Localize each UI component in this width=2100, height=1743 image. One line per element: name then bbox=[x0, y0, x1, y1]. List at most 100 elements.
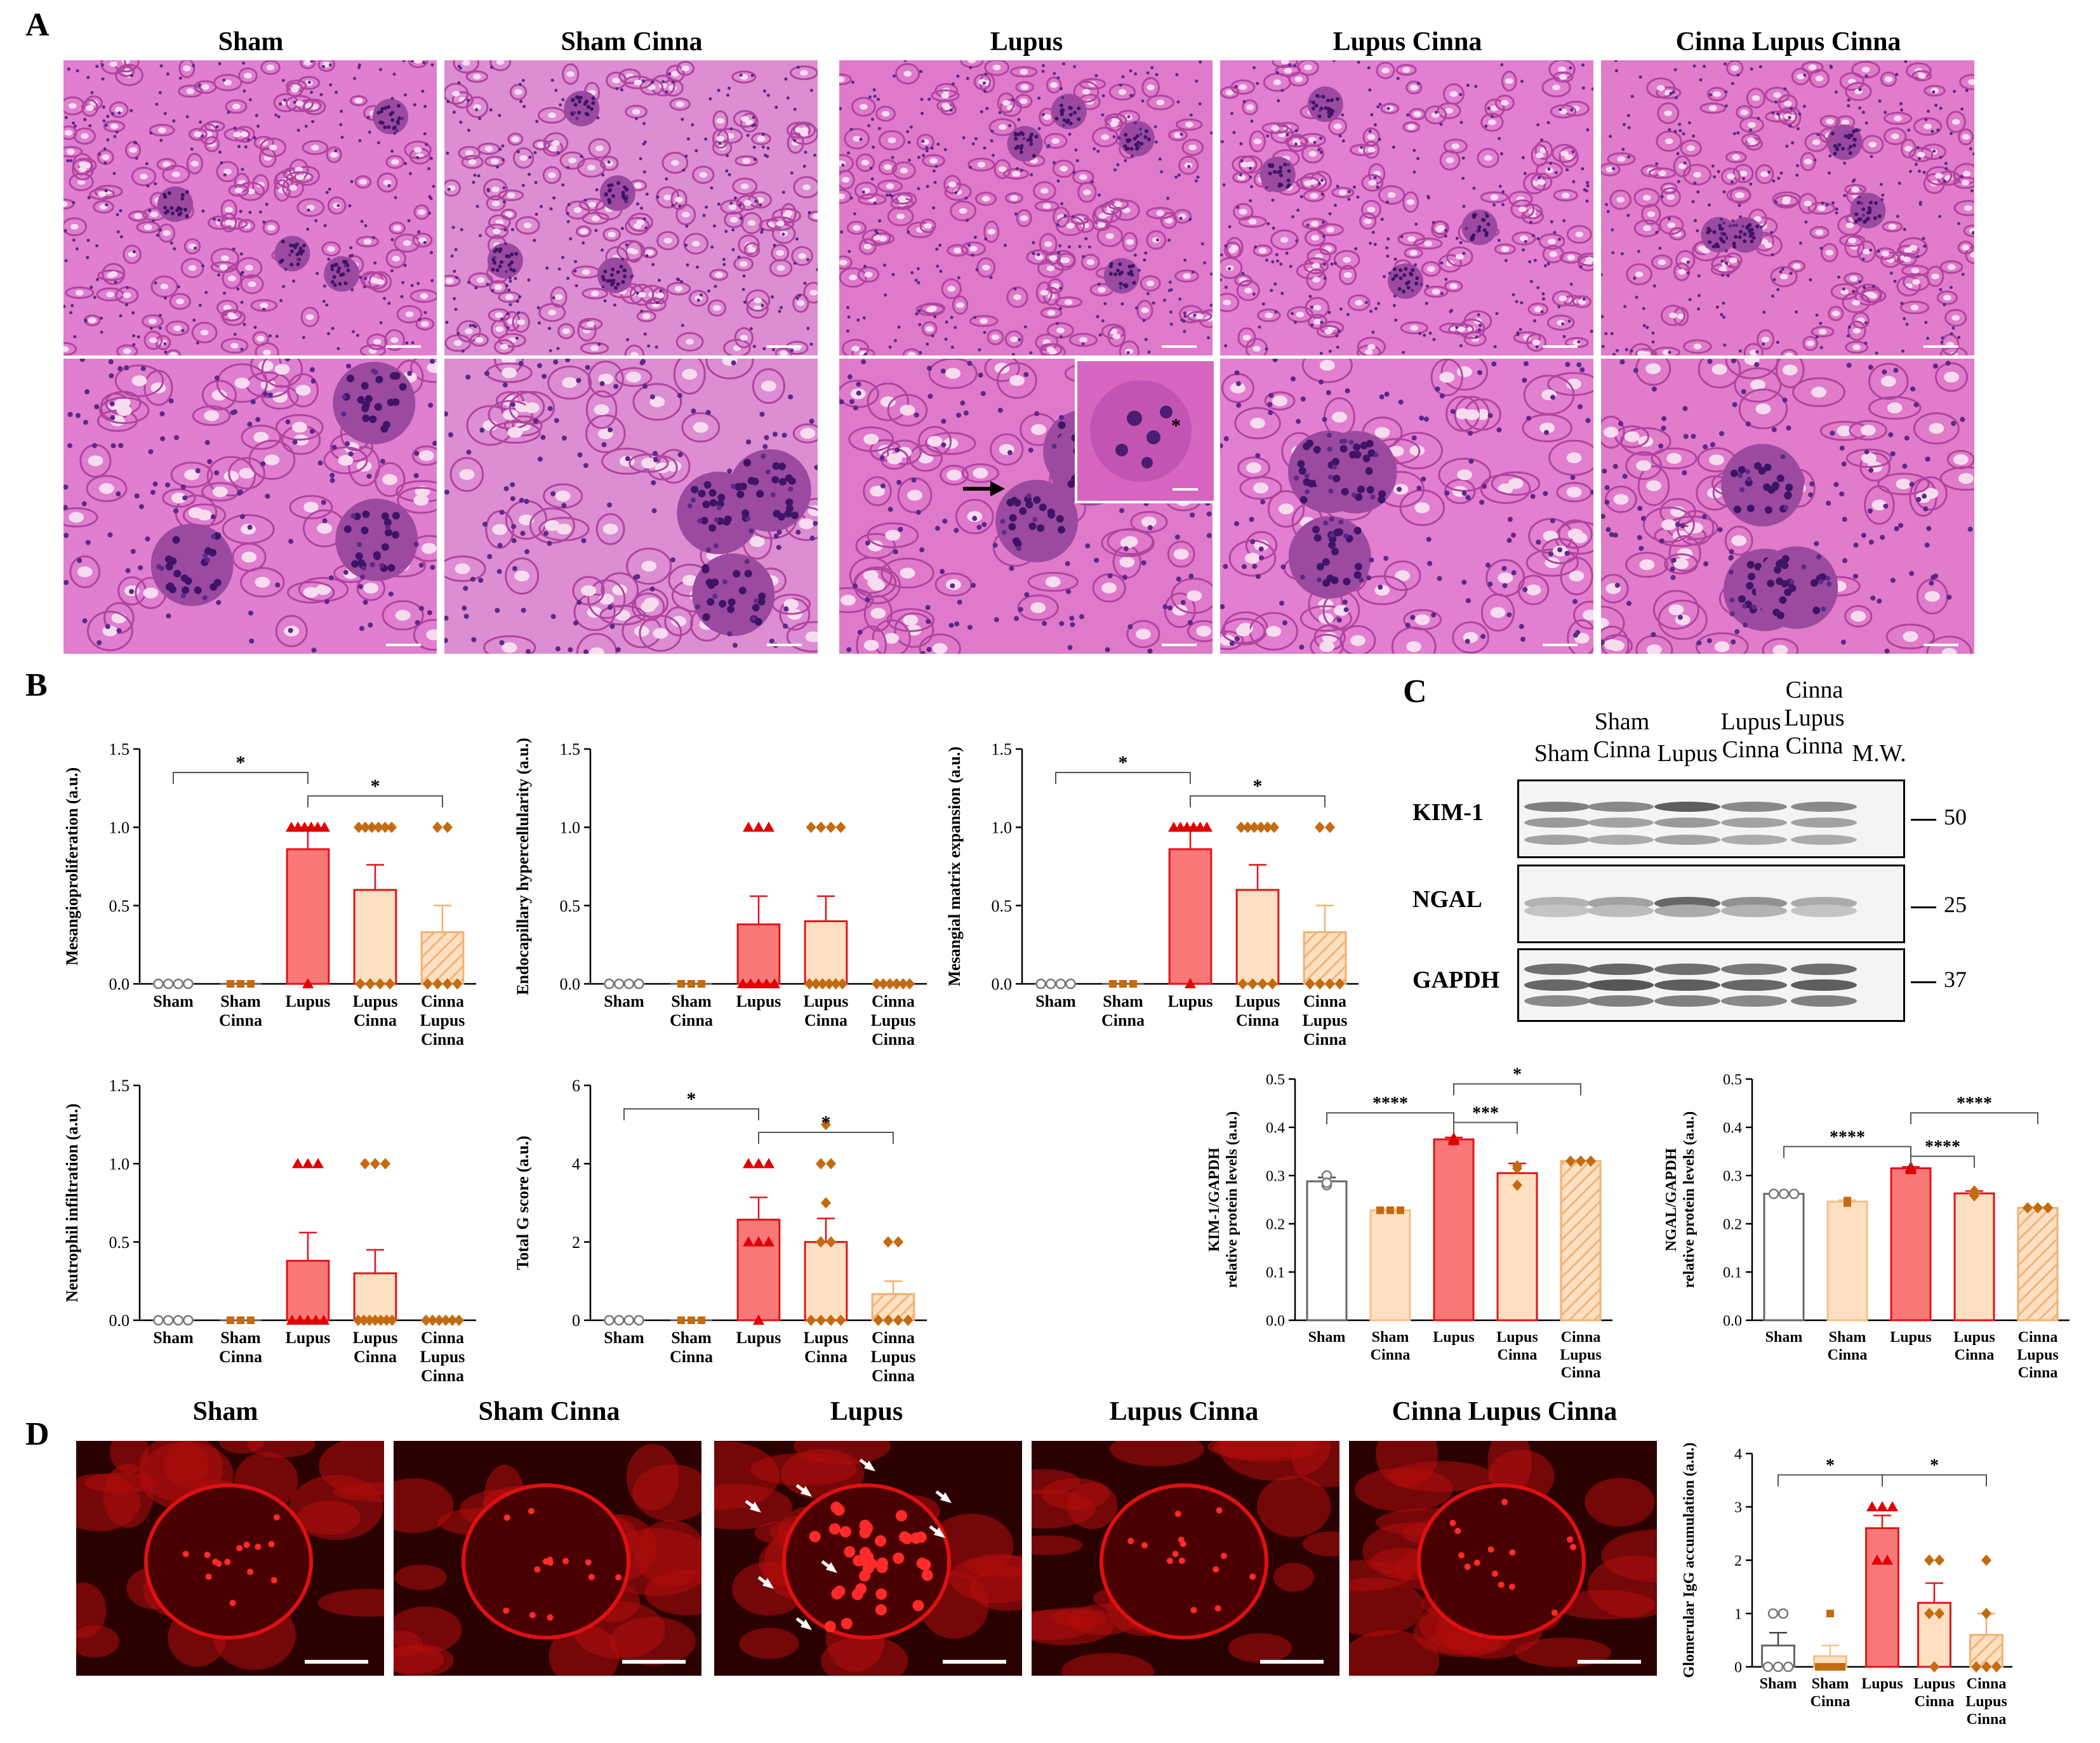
y-tick-label: 1.0 bbox=[992, 818, 1013, 837]
data-point bbox=[883, 1236, 893, 1248]
he-tile bbox=[63, 60, 437, 355]
x-tick-label: Lupus bbox=[1496, 1329, 1538, 1346]
y-tick-label: 0.1 bbox=[1723, 1264, 1742, 1281]
x-tick-label: Lupus bbox=[1861, 1676, 1903, 1692]
data-point bbox=[227, 1316, 234, 1324]
y-axis-label: Neutrophil infiltration (a.u.) bbox=[63, 1104, 81, 1302]
data-point bbox=[816, 1236, 826, 1248]
data-point bbox=[375, 1315, 386, 1326]
data-point bbox=[294, 1315, 306, 1325]
data-point bbox=[163, 1315, 174, 1326]
data-point bbox=[247, 1316, 255, 1324]
data-point bbox=[806, 821, 816, 833]
blot-band bbox=[1791, 835, 1857, 845]
data-point bbox=[1065, 978, 1076, 990]
data-point bbox=[1315, 978, 1326, 990]
data-point bbox=[370, 1158, 380, 1170]
x-tick-label: Lupus bbox=[1953, 1329, 1995, 1346]
data-point bbox=[898, 978, 908, 990]
blot-band bbox=[1524, 818, 1590, 828]
data-point bbox=[1871, 1554, 1883, 1565]
x-tick-label: Lupus bbox=[804, 992, 849, 1011]
data-point bbox=[364, 1315, 375, 1326]
y-tick-label: 0.5 bbox=[109, 897, 130, 915]
he-tile bbox=[1220, 359, 1593, 654]
x-tick-label: Sham bbox=[1103, 992, 1143, 1011]
significance-bracket bbox=[1778, 1474, 1883, 1487]
data-point bbox=[1929, 1661, 1939, 1673]
significance-label: **** bbox=[1372, 1094, 1408, 1113]
y-tick-label: 0 bbox=[572, 1311, 580, 1330]
significance-label: **** bbox=[1957, 1094, 1992, 1113]
data-point bbox=[1256, 821, 1266, 833]
blot-band bbox=[1524, 979, 1590, 991]
data-point bbox=[247, 980, 255, 988]
data-point bbox=[427, 1315, 438, 1326]
significance-bracket bbox=[1326, 1112, 1454, 1125]
data-point bbox=[302, 1158, 314, 1169]
x-tick-label: Cinna bbox=[2018, 1365, 2058, 1381]
x-tick-label: Sham bbox=[604, 992, 644, 1011]
data-point bbox=[753, 1236, 764, 1247]
blot-band bbox=[1654, 979, 1720, 991]
data-point bbox=[688, 1316, 695, 1324]
panel-a-col-sham-cinna: Sham Cinna bbox=[561, 27, 703, 56]
y-tick-label: 4 bbox=[1734, 1446, 1742, 1462]
data-point bbox=[698, 1316, 705, 1324]
wb-label-kim1: KIM-1 bbox=[1412, 799, 1484, 826]
x-tick-label: Cinna bbox=[1955, 1347, 1995, 1363]
significance-label: * bbox=[236, 752, 246, 773]
data-point bbox=[825, 1315, 836, 1326]
y-tick-label: 0.3 bbox=[1266, 1168, 1285, 1184]
x-tick-label: Lupus bbox=[420, 1011, 465, 1030]
y-tick-label: 0.4 bbox=[1266, 1120, 1285, 1136]
data-point bbox=[905, 978, 915, 990]
y-tick-label: 0.3 bbox=[1723, 1168, 1742, 1184]
x-tick-label: Cinna bbox=[1303, 1030, 1346, 1049]
lupus-arrow-icon bbox=[963, 481, 1005, 496]
y-tick-label: 0.1 bbox=[1266, 1264, 1285, 1281]
he-tile bbox=[444, 359, 818, 654]
data-point bbox=[432, 978, 443, 990]
y-tick-label: 1.0 bbox=[109, 818, 130, 837]
panel-label-c: C bbox=[1403, 673, 1427, 710]
chart-kim1: 0.0 0.1 0.2 0.3 0.4 0.5 KIM-1/GAPDH relative pr… bbox=[1206, 1065, 1612, 1381]
wb-blot-gapdh bbox=[1517, 948, 1905, 1022]
blot-band bbox=[1721, 835, 1787, 845]
data-point bbox=[883, 1315, 894, 1326]
bar bbox=[286, 1259, 330, 1322]
x-tick-label: Cinna bbox=[421, 1367, 464, 1385]
panel-label-a: A bbox=[25, 7, 50, 43]
data-point bbox=[1887, 1501, 1898, 1511]
x-tick-label: Cinna bbox=[1101, 1011, 1145, 1030]
data-point bbox=[153, 978, 164, 990]
y-tick-label: 1.5 bbox=[560, 740, 581, 759]
y-tick-label: 1.5 bbox=[109, 740, 130, 759]
blot-band bbox=[1524, 964, 1590, 975]
x-tick-label: Cinna bbox=[872, 1030, 915, 1049]
data-point bbox=[806, 1315, 816, 1326]
x-tick-label: Sham bbox=[1829, 1329, 1866, 1346]
if-tile bbox=[1032, 1441, 1339, 1676]
data-point bbox=[753, 821, 764, 832]
x-tick-label: Cinna bbox=[1915, 1693, 1955, 1710]
blot-band bbox=[1791, 979, 1857, 991]
data-point bbox=[1242, 821, 1253, 833]
x-tick-label: Lupus bbox=[286, 992, 331, 1011]
data-point bbox=[370, 1315, 380, 1326]
data-point bbox=[1565, 1155, 1576, 1167]
x-tick-label: Lupus bbox=[804, 1329, 849, 1347]
significance-label: * bbox=[1930, 1456, 1939, 1476]
data-point bbox=[1185, 978, 1196, 988]
significance-bracket bbox=[758, 1132, 894, 1144]
blot-band bbox=[1721, 964, 1787, 975]
blot-band bbox=[1654, 802, 1720, 812]
significance-label: * bbox=[1119, 752, 1128, 773]
bar bbox=[1953, 1192, 1995, 1322]
data-point bbox=[183, 978, 194, 990]
bar bbox=[804, 1241, 848, 1322]
x-tick-label: Lupus bbox=[736, 992, 781, 1011]
blot-band bbox=[1524, 995, 1590, 1007]
data-point bbox=[355, 978, 366, 990]
